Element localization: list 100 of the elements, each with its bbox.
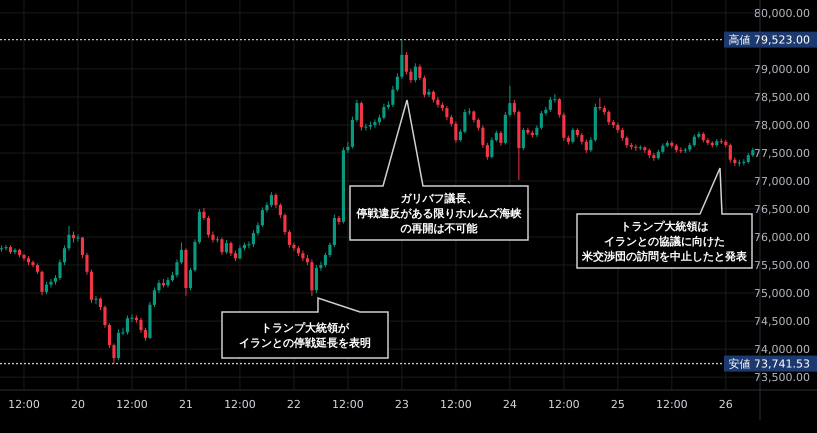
candlestick xyxy=(728,142,732,163)
candlestick xyxy=(656,149,660,160)
x-tick-label: 12:00 xyxy=(224,398,256,411)
candlestick xyxy=(220,237,224,256)
candlestick xyxy=(108,322,112,348)
candlestick xyxy=(144,327,148,342)
candlestick xyxy=(418,64,422,81)
candlestick xyxy=(103,304,107,328)
candlestick xyxy=(40,270,44,296)
candlestick xyxy=(391,85,394,108)
candlestick xyxy=(328,242,332,258)
annotation: ガリバフ議長、停戦違反がある限りホルムズ海峡の再開は不可能 xyxy=(356,192,522,235)
candlestick xyxy=(620,127,624,142)
candlestick xyxy=(288,230,291,248)
candlestick xyxy=(206,215,210,238)
annotation: トランプ大統領はイランとの協議に向けた米交渉団の訪問を中止したと発表 xyxy=(581,220,748,263)
candlestick xyxy=(661,142,664,154)
candlestick xyxy=(378,114,381,126)
candlestick xyxy=(616,122,620,134)
candlestick xyxy=(584,139,588,154)
candlestick xyxy=(76,234,80,242)
candlestick xyxy=(152,286,156,308)
candlestick xyxy=(472,110,476,124)
candlestick xyxy=(314,264,318,294)
candlestick xyxy=(270,192,273,208)
candlestick xyxy=(481,125,484,148)
candlestick xyxy=(80,236,84,259)
candlestick xyxy=(54,274,58,286)
candlestick xyxy=(512,99,516,116)
candlestick xyxy=(454,121,458,144)
candlestick xyxy=(283,212,286,236)
candlestick xyxy=(490,136,494,160)
candlestick xyxy=(625,136,628,148)
y-tick-label: 76,500.00 xyxy=(754,203,810,216)
candlestick xyxy=(382,103,386,120)
candlestick xyxy=(126,314,130,336)
candlestick xyxy=(580,132,584,146)
candlestick xyxy=(409,68,412,84)
candlestick xyxy=(58,258,62,281)
candlestick xyxy=(112,342,116,364)
candlestick xyxy=(692,134,696,148)
candlestick xyxy=(589,136,592,152)
candlestick xyxy=(301,250,304,262)
x-tick-label: 25 xyxy=(610,398,625,411)
candlestick xyxy=(170,271,174,282)
y-tick-label: 78,000.00 xyxy=(754,118,810,132)
candlestick xyxy=(157,280,161,294)
candlestick xyxy=(202,207,206,221)
x-tick-label: 12:00 xyxy=(656,398,688,411)
candlestick xyxy=(522,127,525,151)
candlestick xyxy=(414,62,417,83)
annotation: トランプ大統領がイランとの停戦延長を表明 xyxy=(239,322,371,350)
x-tick-label: 12:00 xyxy=(332,398,364,411)
candlestick xyxy=(36,262,40,275)
y-tick-label: 76,000.00 xyxy=(754,231,810,244)
y-tick-label: 77,000.00 xyxy=(754,174,810,188)
candlestick xyxy=(180,242,184,264)
candlestick xyxy=(274,192,278,208)
candlestick xyxy=(746,152,750,164)
candlestick xyxy=(252,230,255,248)
candlestick xyxy=(558,98,561,118)
candlestick xyxy=(324,252,327,268)
candlestick xyxy=(98,297,102,310)
x-tick-label: 22 xyxy=(286,398,301,411)
y-tick-label: 73,500.00 xyxy=(754,371,810,384)
candlestick xyxy=(571,127,574,144)
candlestick xyxy=(188,267,192,291)
x-tick-label: 12:00 xyxy=(440,398,472,411)
candlestick xyxy=(238,244,242,260)
x-tick-label: 21 xyxy=(178,398,193,411)
candlestick xyxy=(224,239,228,254)
candlestick xyxy=(404,52,408,76)
ref-line-label: 高値 79,523.00 xyxy=(728,34,810,47)
candlestick xyxy=(256,222,260,236)
candlestick xyxy=(229,241,233,257)
y-tick-label: 75,500.00 xyxy=(754,259,810,272)
candlestick xyxy=(562,112,566,142)
y-tick-label: 74,000.00 xyxy=(754,343,810,356)
y-tick-label: 77,500.00 xyxy=(754,146,810,160)
y-tick-label: 75,000.00 xyxy=(754,287,810,300)
x-tick-label: 20 xyxy=(70,398,85,411)
candlestick xyxy=(499,130,502,146)
candlestick xyxy=(607,110,610,126)
candlestick xyxy=(139,317,143,334)
candlestick xyxy=(432,90,435,104)
candlestick xyxy=(445,105,448,120)
candlestick xyxy=(422,75,426,98)
x-tick-label: 26 xyxy=(718,398,733,411)
x-tick-label: 24 xyxy=(502,398,517,411)
candlestick xyxy=(85,252,89,276)
candlestick xyxy=(44,281,48,295)
candlestick xyxy=(458,128,462,142)
candlestick xyxy=(296,245,300,257)
candlestick xyxy=(211,230,215,244)
candlestick xyxy=(494,130,498,142)
y-tick-label: 74,500.00 xyxy=(754,315,810,328)
x-tick-label: 23 xyxy=(394,398,409,411)
candlestick xyxy=(486,142,489,160)
candlestick xyxy=(436,96,440,108)
candlestick xyxy=(355,99,358,123)
